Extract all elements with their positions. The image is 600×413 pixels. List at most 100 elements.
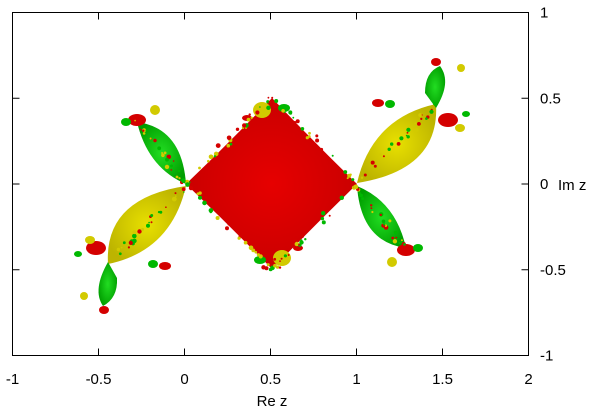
boundary-speckle <box>321 220 326 225</box>
boundary-speckle <box>391 236 395 240</box>
green-bud <box>74 251 82 257</box>
boundary-speckle <box>361 197 365 201</box>
boundary-speckle <box>387 147 391 151</box>
boundary-speckle <box>196 192 200 196</box>
boundary-speckle <box>370 160 375 165</box>
boundary-speckle <box>280 257 283 260</box>
boundary-speckle <box>273 263 277 268</box>
boundary-speckle <box>349 173 352 176</box>
boundary-speckle <box>141 227 145 231</box>
boundary-speckle <box>320 216 325 221</box>
y-tick-label: -0.5 <box>540 262 566 279</box>
boundary-speckle <box>128 240 134 245</box>
boundary-speckle <box>264 266 269 271</box>
green-bud <box>385 100 395 108</box>
yellow-bud <box>80 292 88 300</box>
boundary-speckle <box>370 204 373 207</box>
boundary-speckle <box>209 210 213 214</box>
boundary-speckle <box>198 195 202 200</box>
boundary-speckle <box>400 240 403 243</box>
red-bud <box>99 306 109 314</box>
boundary-speckle <box>142 132 146 135</box>
boundary-speckle <box>202 200 207 206</box>
boundary-speckle <box>406 127 411 132</box>
boundary-speckle <box>148 221 150 224</box>
boundary-speckle <box>331 154 334 157</box>
x-axis-label: Re z <box>257 393 288 410</box>
green-basin-lower-right <box>357 186 406 248</box>
yellow-bud <box>85 236 95 244</box>
boundary-speckle <box>281 109 285 113</box>
boundary-speckle <box>405 134 408 137</box>
boundary-speckle <box>363 173 367 177</box>
boundary-speckle <box>116 247 121 252</box>
green-basin-far-upper-right <box>425 66 446 108</box>
boundary-speckle <box>379 153 382 156</box>
boundary-speckle <box>175 175 179 179</box>
y-tick-label: 0.5 <box>540 90 561 107</box>
boundary-speckle <box>383 223 386 226</box>
x-tick-label: 2 <box>524 371 532 388</box>
boundary-speckle <box>418 113 422 117</box>
boundary-speckle <box>406 131 409 134</box>
boundary-speckle <box>304 238 307 241</box>
boundary-speckle <box>294 241 299 247</box>
boundary-speckle <box>272 101 275 104</box>
boundary-speckle <box>146 223 150 228</box>
boundary-speckle <box>242 123 247 128</box>
boundary-speckle <box>205 196 208 199</box>
boundary-speckle <box>164 164 170 170</box>
boundary-speckle <box>373 164 377 168</box>
boundary-speckle <box>275 265 280 269</box>
boundary-speckle <box>183 191 185 193</box>
x-tick-label: -1 <box>6 371 19 388</box>
boundary-speckle <box>293 121 297 124</box>
green-bud <box>254 256 266 264</box>
boundary-speckle <box>213 151 219 157</box>
boundary-speckle <box>215 143 221 149</box>
boundary-speckle <box>181 187 186 192</box>
boundary-speckle <box>120 246 123 249</box>
red-bud <box>159 262 171 270</box>
boundary-speckle <box>149 137 152 140</box>
boundary-speckle <box>134 119 136 122</box>
boundary-speckle <box>328 214 331 217</box>
boundary-speckle <box>256 253 260 257</box>
boundary-speckle <box>243 240 248 245</box>
boundary-speckle <box>157 210 161 214</box>
boundary-speckle <box>208 154 214 160</box>
boundary-speckle <box>215 216 220 220</box>
boundary-speckle <box>213 155 217 158</box>
boundary-speckle <box>379 213 382 217</box>
boundary-speckle <box>163 151 167 155</box>
x-tick-label: 1.5 <box>432 371 453 388</box>
boundary-speckle <box>398 242 401 245</box>
boundary-speckle <box>381 219 386 224</box>
boundary-speckle <box>259 106 261 108</box>
boundary-speckle <box>248 245 254 251</box>
boundary-speckle <box>432 101 437 106</box>
yellow-bud <box>150 105 160 115</box>
x-tick-label: 0.5 <box>260 371 281 388</box>
green-bud <box>413 244 423 252</box>
boundary-speckle <box>315 134 319 138</box>
boundary-speckle <box>268 100 271 104</box>
fractal-basins <box>74 58 470 314</box>
boundary-speckle <box>132 230 137 235</box>
yellow-bud <box>455 124 465 132</box>
boundary-speckle <box>267 96 270 99</box>
red-bud <box>372 99 384 107</box>
boundary-speckle <box>370 207 373 210</box>
boundary-speckle <box>122 241 126 245</box>
boundary-speckle <box>235 127 240 131</box>
boundary-speckle <box>396 142 401 146</box>
y-tick-label: 0 <box>540 176 548 193</box>
boundary-speckle <box>225 226 229 231</box>
boundary-speckle <box>371 210 374 214</box>
fractal-boundary-speckles <box>116 96 437 272</box>
boundary-speckle <box>237 232 240 235</box>
boundary-speckle <box>268 267 273 272</box>
y-tick-label: 1 <box>540 5 548 22</box>
boundary-speckle <box>353 184 359 190</box>
